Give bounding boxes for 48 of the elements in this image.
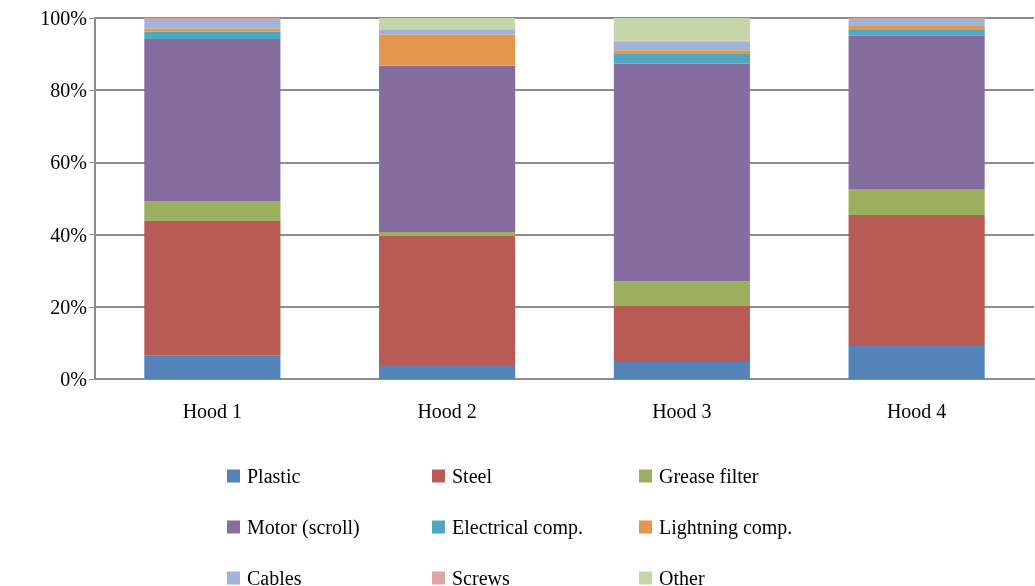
x-tick-label: Hood 3 [652,400,712,422]
bar [613,63,750,282]
y-tick-label: 60% [50,151,87,174]
bar [144,38,281,202]
bar [848,35,985,190]
bar [613,50,750,55]
legend-label: Steel [452,465,493,487]
legend-label: Plastic [247,465,301,487]
bar [613,281,750,307]
bar [848,215,985,346]
bar [848,25,985,30]
bar [144,31,281,39]
bar [144,201,281,221]
bar [379,236,516,366]
bar [848,189,985,216]
bar [613,306,750,363]
bar [848,29,985,36]
bar [144,220,281,356]
x-tick-label: Hood 4 [886,400,947,422]
bar [379,34,516,66]
bar [144,28,281,32]
bar [848,19,985,26]
legend-label: Motor (scroll) [247,516,360,539]
bar [613,41,750,51]
bar [613,362,750,379]
legend-label: Electrical comp. [452,516,584,539]
legend-label: Grease filter [659,465,759,487]
legend-label: Cables [247,567,302,586]
x-tick-label: Hood 1 [182,400,243,422]
bar [144,355,281,379]
bar [379,18,516,30]
y-tick-label: 0% [60,368,87,390]
bar [144,19,281,29]
bar [379,366,516,379]
bar [613,54,750,64]
bar [379,232,516,237]
y-tick-label: 80% [50,79,87,102]
y-tick-label: 20% [50,295,87,318]
bar [379,29,516,35]
legend-label: Screws [452,567,510,586]
bar [613,18,750,41]
legend-label: Lightning comp. [659,516,793,539]
x-tick-label: Hood 2 [417,400,477,422]
legend-label: Other [659,567,705,586]
y-tick-label: 100% [40,7,87,29]
bar [379,65,516,233]
y-tick-label: 40% [50,223,87,246]
bar [848,345,985,379]
